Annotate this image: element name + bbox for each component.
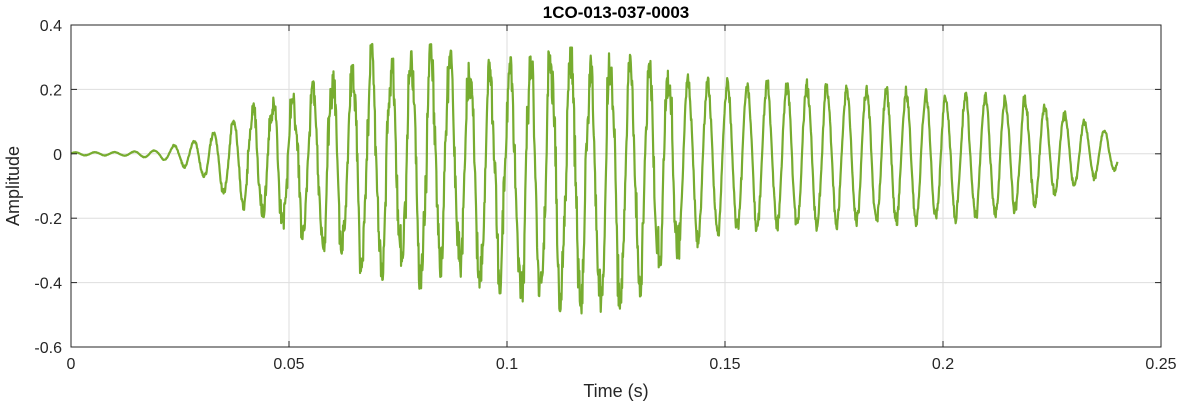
x-tick-label: 0.05 [273,356,304,373]
x-tick-label: 0 [67,356,76,373]
axis-ticks: 0 0.05 0.1 0.15 0.2 0.25 -0.6 -0.4 -0.2 0 0.2 0.4 [34,18,1176,373]
y-tick-label: 0.4 [40,18,62,35]
x-axis-label: Time (s) [583,381,648,401]
waveform-series-line [70,42,1119,315]
y-axis-label: Amplitude [3,146,23,226]
y-tick-label: -0.2 [34,211,62,228]
chart-title: 1CO-013-037-0003 [543,3,689,22]
y-tick-label: 0 [53,147,62,164]
y-tick-label: -0.6 [34,340,62,357]
x-tick-label: 0.2 [932,356,954,373]
axes-frame [70,24,1162,348]
y-tick-label: -0.4 [34,276,62,293]
plot-area [70,42,1119,315]
x-tick-label: 0.1 [496,356,518,373]
x-tick-label: 0.25 [1145,356,1176,373]
x-tick-label: 0.15 [709,356,740,373]
y-tick-label: 0.2 [40,82,62,99]
